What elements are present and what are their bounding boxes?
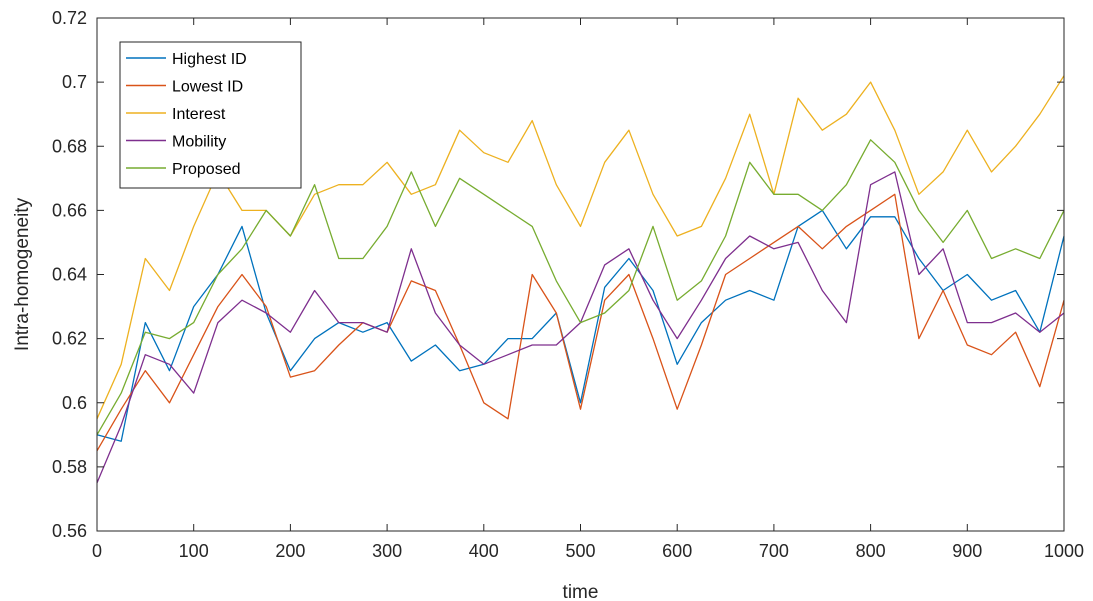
x-tick-label: 0 (92, 541, 102, 561)
plot-lines (96, 75, 1065, 484)
legend: Highest ID Lowest ID Interest Mobility Propo… (119, 41, 302, 189)
y-tick-label: 0.56 (52, 521, 87, 541)
series-line-interest (96, 75, 1065, 420)
y-tick-label: 0.58 (52, 457, 87, 477)
y-tick-label: 0.66 (52, 200, 87, 220)
y-tick-label: 0.64 (52, 265, 87, 285)
x-tick-label: 300 (372, 541, 402, 561)
series-line-proposed (96, 139, 1065, 436)
series-line-lowest-id (96, 193, 1065, 452)
x-axis: 0 100 200 300 400 500 600 700 800 900 1000 (92, 18, 1084, 561)
legend-box (119, 41, 302, 189)
legend-label: Lowest ID (172, 79, 243, 96)
x-axis-label: time (563, 582, 599, 601)
y-axis: 0.56 0.58 0.6 0.62 0.64 0.66 0.68 0.7 0.72 (52, 8, 1064, 541)
legend-label: Interest (172, 106, 226, 123)
y-tick-label: 0.72 (52, 8, 87, 28)
x-tick-label: 200 (275, 541, 305, 561)
x-tick-label: 600 (662, 541, 692, 561)
y-axis-label: Intra-homogeneity (12, 197, 33, 351)
legend-label: Highest ID (172, 51, 247, 68)
y-tick-label: 0.6 (62, 393, 87, 413)
x-tick-label: 100 (179, 541, 209, 561)
y-tick-label: 0.68 (52, 136, 87, 156)
x-tick-label: 1000 (1044, 541, 1084, 561)
legend-label: Proposed (172, 161, 241, 178)
series-line-highest-id (96, 209, 1065, 442)
x-tick-label: 900 (952, 541, 982, 561)
x-tick-label: 700 (759, 541, 789, 561)
y-tick-label: 0.7 (62, 72, 87, 92)
y-tick-label: 0.62 (52, 329, 87, 349)
x-tick-label: 800 (856, 541, 886, 561)
legend-label: Mobility (172, 134, 226, 151)
x-tick-label: 400 (469, 541, 499, 561)
x-tick-label: 500 (565, 541, 595, 561)
